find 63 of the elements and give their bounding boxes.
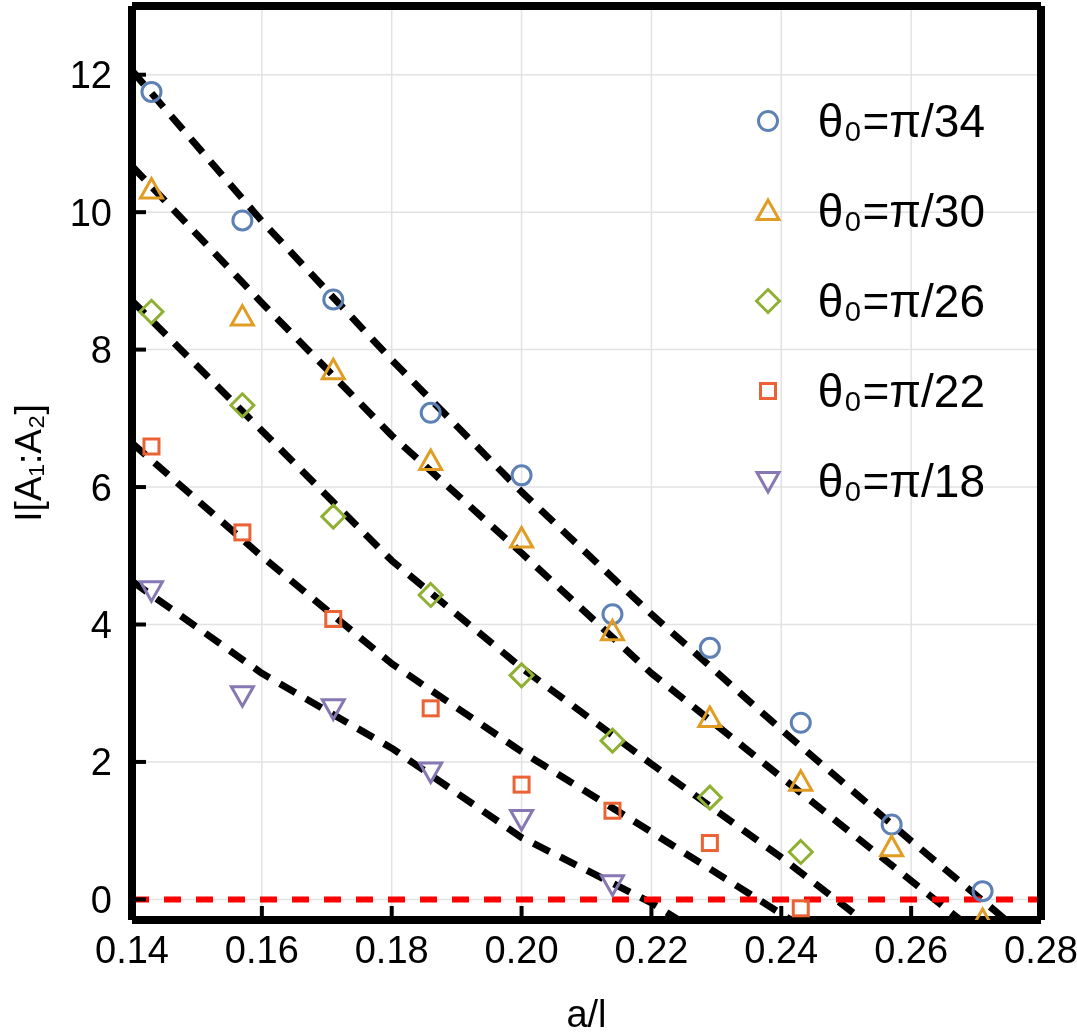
point bbox=[418, 761, 444, 785]
point bbox=[229, 685, 255, 708]
x-tick-label: 0.14 bbox=[95, 928, 169, 971]
y-tick-label: 2 bbox=[90, 741, 112, 784]
point bbox=[508, 662, 535, 689]
point bbox=[322, 288, 345, 311]
x-tick-label: 0.28 bbox=[1004, 928, 1077, 971]
point bbox=[419, 401, 442, 424]
y-tick-label: 12 bbox=[69, 54, 112, 97]
legend-label: θ₀=π/22 bbox=[817, 364, 985, 418]
point bbox=[138, 176, 164, 200]
point bbox=[788, 769, 814, 792]
point bbox=[324, 610, 343, 628]
point bbox=[601, 603, 624, 626]
point bbox=[417, 581, 444, 608]
point bbox=[229, 392, 256, 419]
point bbox=[879, 834, 905, 858]
point bbox=[231, 209, 254, 232]
point bbox=[787, 838, 814, 865]
point bbox=[418, 448, 444, 471]
point bbox=[509, 808, 535, 832]
point bbox=[142, 437, 161, 456]
point bbox=[599, 618, 625, 642]
legend-label: θ₀=π/34 bbox=[817, 94, 985, 148]
y-tick-label: 10 bbox=[69, 191, 112, 234]
point bbox=[421, 699, 440, 718]
point bbox=[233, 523, 252, 542]
point bbox=[512, 775, 531, 794]
point bbox=[698, 636, 721, 659]
point bbox=[791, 899, 810, 918]
point bbox=[138, 298, 165, 325]
point bbox=[320, 698, 346, 721]
point bbox=[599, 727, 626, 754]
point bbox=[320, 503, 347, 530]
point bbox=[603, 801, 622, 820]
point bbox=[510, 464, 533, 487]
point bbox=[697, 705, 723, 728]
x-tick-label: 0.16 bbox=[224, 928, 299, 971]
legend-label: θ₀=π/30 bbox=[817, 184, 985, 238]
x-tick-label: 0.20 bbox=[484, 928, 559, 971]
point bbox=[140, 80, 163, 103]
point bbox=[696, 784, 723, 811]
point bbox=[320, 357, 346, 381]
y-tick-label: 4 bbox=[90, 603, 112, 646]
point bbox=[599, 874, 625, 897]
x-tick-label: 0.26 bbox=[874, 928, 949, 971]
x-tick-label: 0.24 bbox=[744, 928, 819, 971]
point bbox=[789, 711, 812, 734]
y-tick-label: 8 bbox=[90, 329, 112, 372]
legend-label: θ₀=π/18 bbox=[817, 454, 985, 508]
point bbox=[138, 580, 164, 603]
point bbox=[971, 880, 994, 903]
x-tick-label: 0.22 bbox=[614, 928, 689, 971]
y-tick-label: 6 bbox=[90, 466, 112, 509]
y-tick-label: 0 bbox=[90, 878, 112, 921]
x-axis-title: a/l bbox=[566, 993, 607, 1035]
point bbox=[880, 813, 903, 836]
point bbox=[229, 304, 255, 327]
legend-label: θ₀=π/26 bbox=[817, 274, 985, 328]
point bbox=[700, 834, 719, 853]
point bbox=[509, 526, 535, 549]
y-axis-title: I[A₁:A₂] bbox=[8, 404, 50, 522]
x-tick-label: 0.18 bbox=[354, 928, 429, 971]
